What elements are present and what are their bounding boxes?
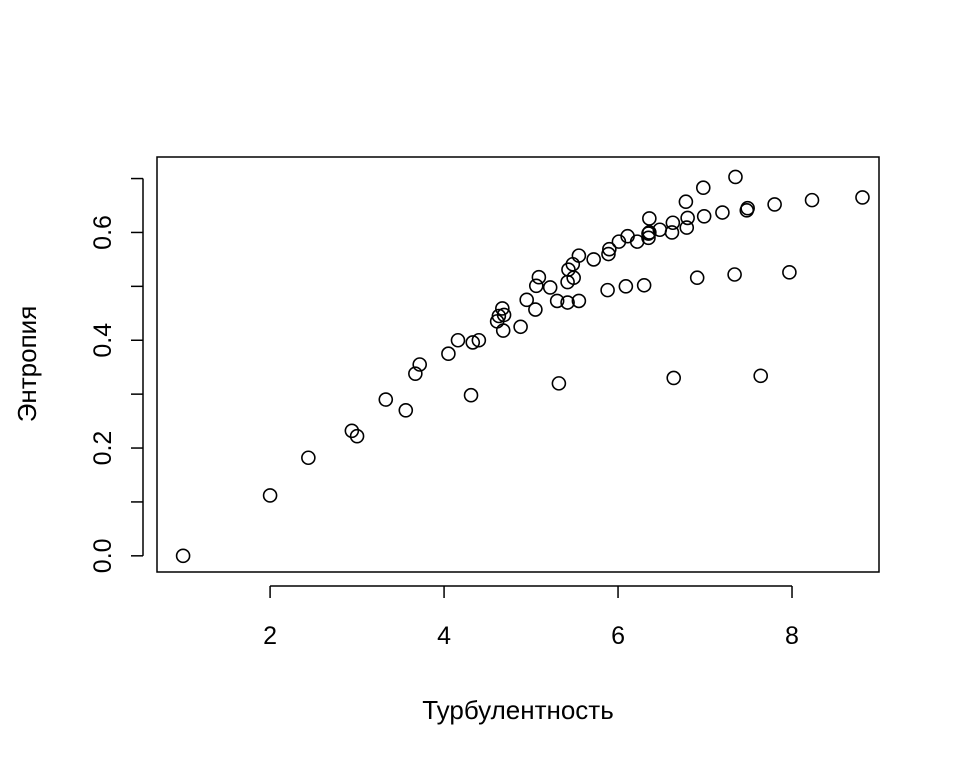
data-point — [412, 357, 428, 372]
y-tick-label: 0.0 — [89, 538, 117, 573]
data-point — [471, 332, 487, 348]
data-point — [740, 200, 755, 216]
data-point — [753, 368, 768, 384]
x-tick-label: 6 — [611, 622, 625, 650]
data-point — [531, 269, 547, 285]
data-point — [542, 280, 558, 295]
data-point — [344, 423, 360, 439]
data-point — [727, 267, 742, 282]
data-point — [855, 190, 870, 205]
data-point — [642, 211, 657, 226]
data-point — [450, 332, 466, 348]
data-point — [728, 169, 743, 185]
data-point — [465, 335, 481, 350]
data-point — [715, 205, 730, 220]
data-point — [566, 270, 581, 286]
data-point — [782, 265, 797, 280]
y-axis-label: Энтропия — [12, 306, 42, 423]
data-point — [495, 301, 510, 316]
data-point — [696, 208, 712, 224]
data-point — [519, 292, 534, 308]
data-point — [495, 323, 511, 338]
data-point — [767, 197, 782, 212]
data-point — [586, 252, 601, 267]
data-point — [641, 230, 656, 246]
data-point — [680, 210, 695, 226]
data-point — [175, 548, 191, 564]
data-point — [642, 225, 657, 240]
plot-frame — [156, 156, 880, 573]
data-point — [602, 241, 617, 257]
data-point — [463, 387, 479, 403]
data-point — [664, 225, 680, 240]
data-point — [600, 282, 615, 298]
data-point — [349, 428, 365, 444]
data-point — [679, 220, 695, 235]
data-point — [666, 370, 682, 386]
data-point — [398, 403, 414, 418]
data-point — [571, 248, 587, 263]
data-point — [618, 279, 634, 294]
data-point — [665, 215, 681, 231]
data-point — [441, 346, 456, 362]
data-point — [513, 319, 528, 335]
data-point — [678, 194, 694, 210]
data-point — [378, 392, 394, 407]
data-point — [496, 307, 512, 323]
data-points — [175, 169, 870, 564]
x-axis-label: Турбулентность — [422, 695, 614, 725]
y-axis: 0.0 0.2 0.4 0.6 — [89, 177, 144, 573]
data-point — [551, 376, 567, 391]
data-point — [695, 180, 711, 196]
data-point — [601, 246, 616, 262]
data-point — [262, 488, 278, 503]
data-point — [301, 450, 316, 466]
y-tick-label: 0.2 — [89, 431, 117, 466]
x-tick-label: 8 — [785, 622, 799, 650]
data-point — [804, 192, 820, 208]
y-tick-label: 0.4 — [89, 323, 117, 358]
data-point — [560, 295, 575, 310]
data-point — [528, 278, 544, 294]
data-point — [571, 293, 587, 309]
data-point — [528, 302, 543, 317]
data-point — [689, 270, 705, 286]
x-axis: 2 4 6 8 — [263, 585, 799, 650]
data-point — [408, 366, 423, 381]
y-tick-label: 0.6 — [89, 215, 117, 250]
x-tick-label: 4 — [437, 622, 451, 650]
data-point — [549, 293, 565, 309]
x-tick-label: 2 — [263, 622, 277, 650]
data-point — [636, 277, 652, 293]
data-point — [491, 308, 507, 324]
